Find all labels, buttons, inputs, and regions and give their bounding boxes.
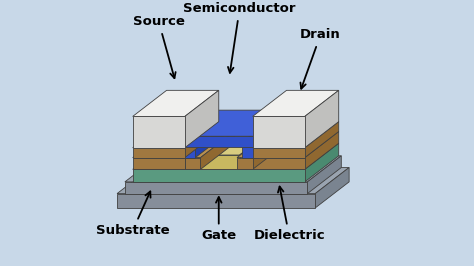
Polygon shape xyxy=(125,182,308,194)
Polygon shape xyxy=(242,142,258,158)
Polygon shape xyxy=(305,132,339,169)
Polygon shape xyxy=(180,136,258,147)
Polygon shape xyxy=(253,117,305,148)
Polygon shape xyxy=(185,90,219,148)
Polygon shape xyxy=(237,132,287,158)
Text: Substrate: Substrate xyxy=(96,192,170,237)
Polygon shape xyxy=(305,122,339,158)
Text: Source: Source xyxy=(133,15,185,78)
Polygon shape xyxy=(133,158,185,169)
Polygon shape xyxy=(253,148,305,158)
Polygon shape xyxy=(192,129,273,155)
Polygon shape xyxy=(180,110,292,136)
Polygon shape xyxy=(117,168,349,194)
Polygon shape xyxy=(258,110,292,147)
Polygon shape xyxy=(185,132,219,169)
Polygon shape xyxy=(253,90,339,117)
Polygon shape xyxy=(185,132,234,158)
Polygon shape xyxy=(258,116,292,158)
Polygon shape xyxy=(242,116,292,142)
Polygon shape xyxy=(250,158,305,169)
Polygon shape xyxy=(133,148,185,158)
Polygon shape xyxy=(133,143,339,169)
Polygon shape xyxy=(133,122,219,148)
Polygon shape xyxy=(305,90,339,148)
Polygon shape xyxy=(201,132,234,169)
Text: Semiconductor: Semiconductor xyxy=(183,2,296,73)
Polygon shape xyxy=(117,194,315,208)
Polygon shape xyxy=(315,168,349,208)
Polygon shape xyxy=(180,142,195,158)
Text: Gate: Gate xyxy=(201,197,237,242)
Polygon shape xyxy=(192,155,240,169)
Polygon shape xyxy=(133,169,305,182)
Polygon shape xyxy=(237,158,253,169)
Polygon shape xyxy=(305,143,339,182)
Polygon shape xyxy=(185,122,219,158)
Polygon shape xyxy=(195,116,229,158)
Polygon shape xyxy=(253,132,287,169)
Text: Dielectric: Dielectric xyxy=(253,186,325,242)
Polygon shape xyxy=(133,132,219,158)
Polygon shape xyxy=(240,129,273,169)
Polygon shape xyxy=(133,117,185,148)
Polygon shape xyxy=(250,132,339,158)
Polygon shape xyxy=(253,122,339,148)
Polygon shape xyxy=(308,156,341,194)
Text: Drain: Drain xyxy=(300,28,341,89)
Polygon shape xyxy=(125,156,341,182)
Polygon shape xyxy=(185,158,201,169)
Polygon shape xyxy=(180,116,229,142)
Polygon shape xyxy=(133,90,219,117)
